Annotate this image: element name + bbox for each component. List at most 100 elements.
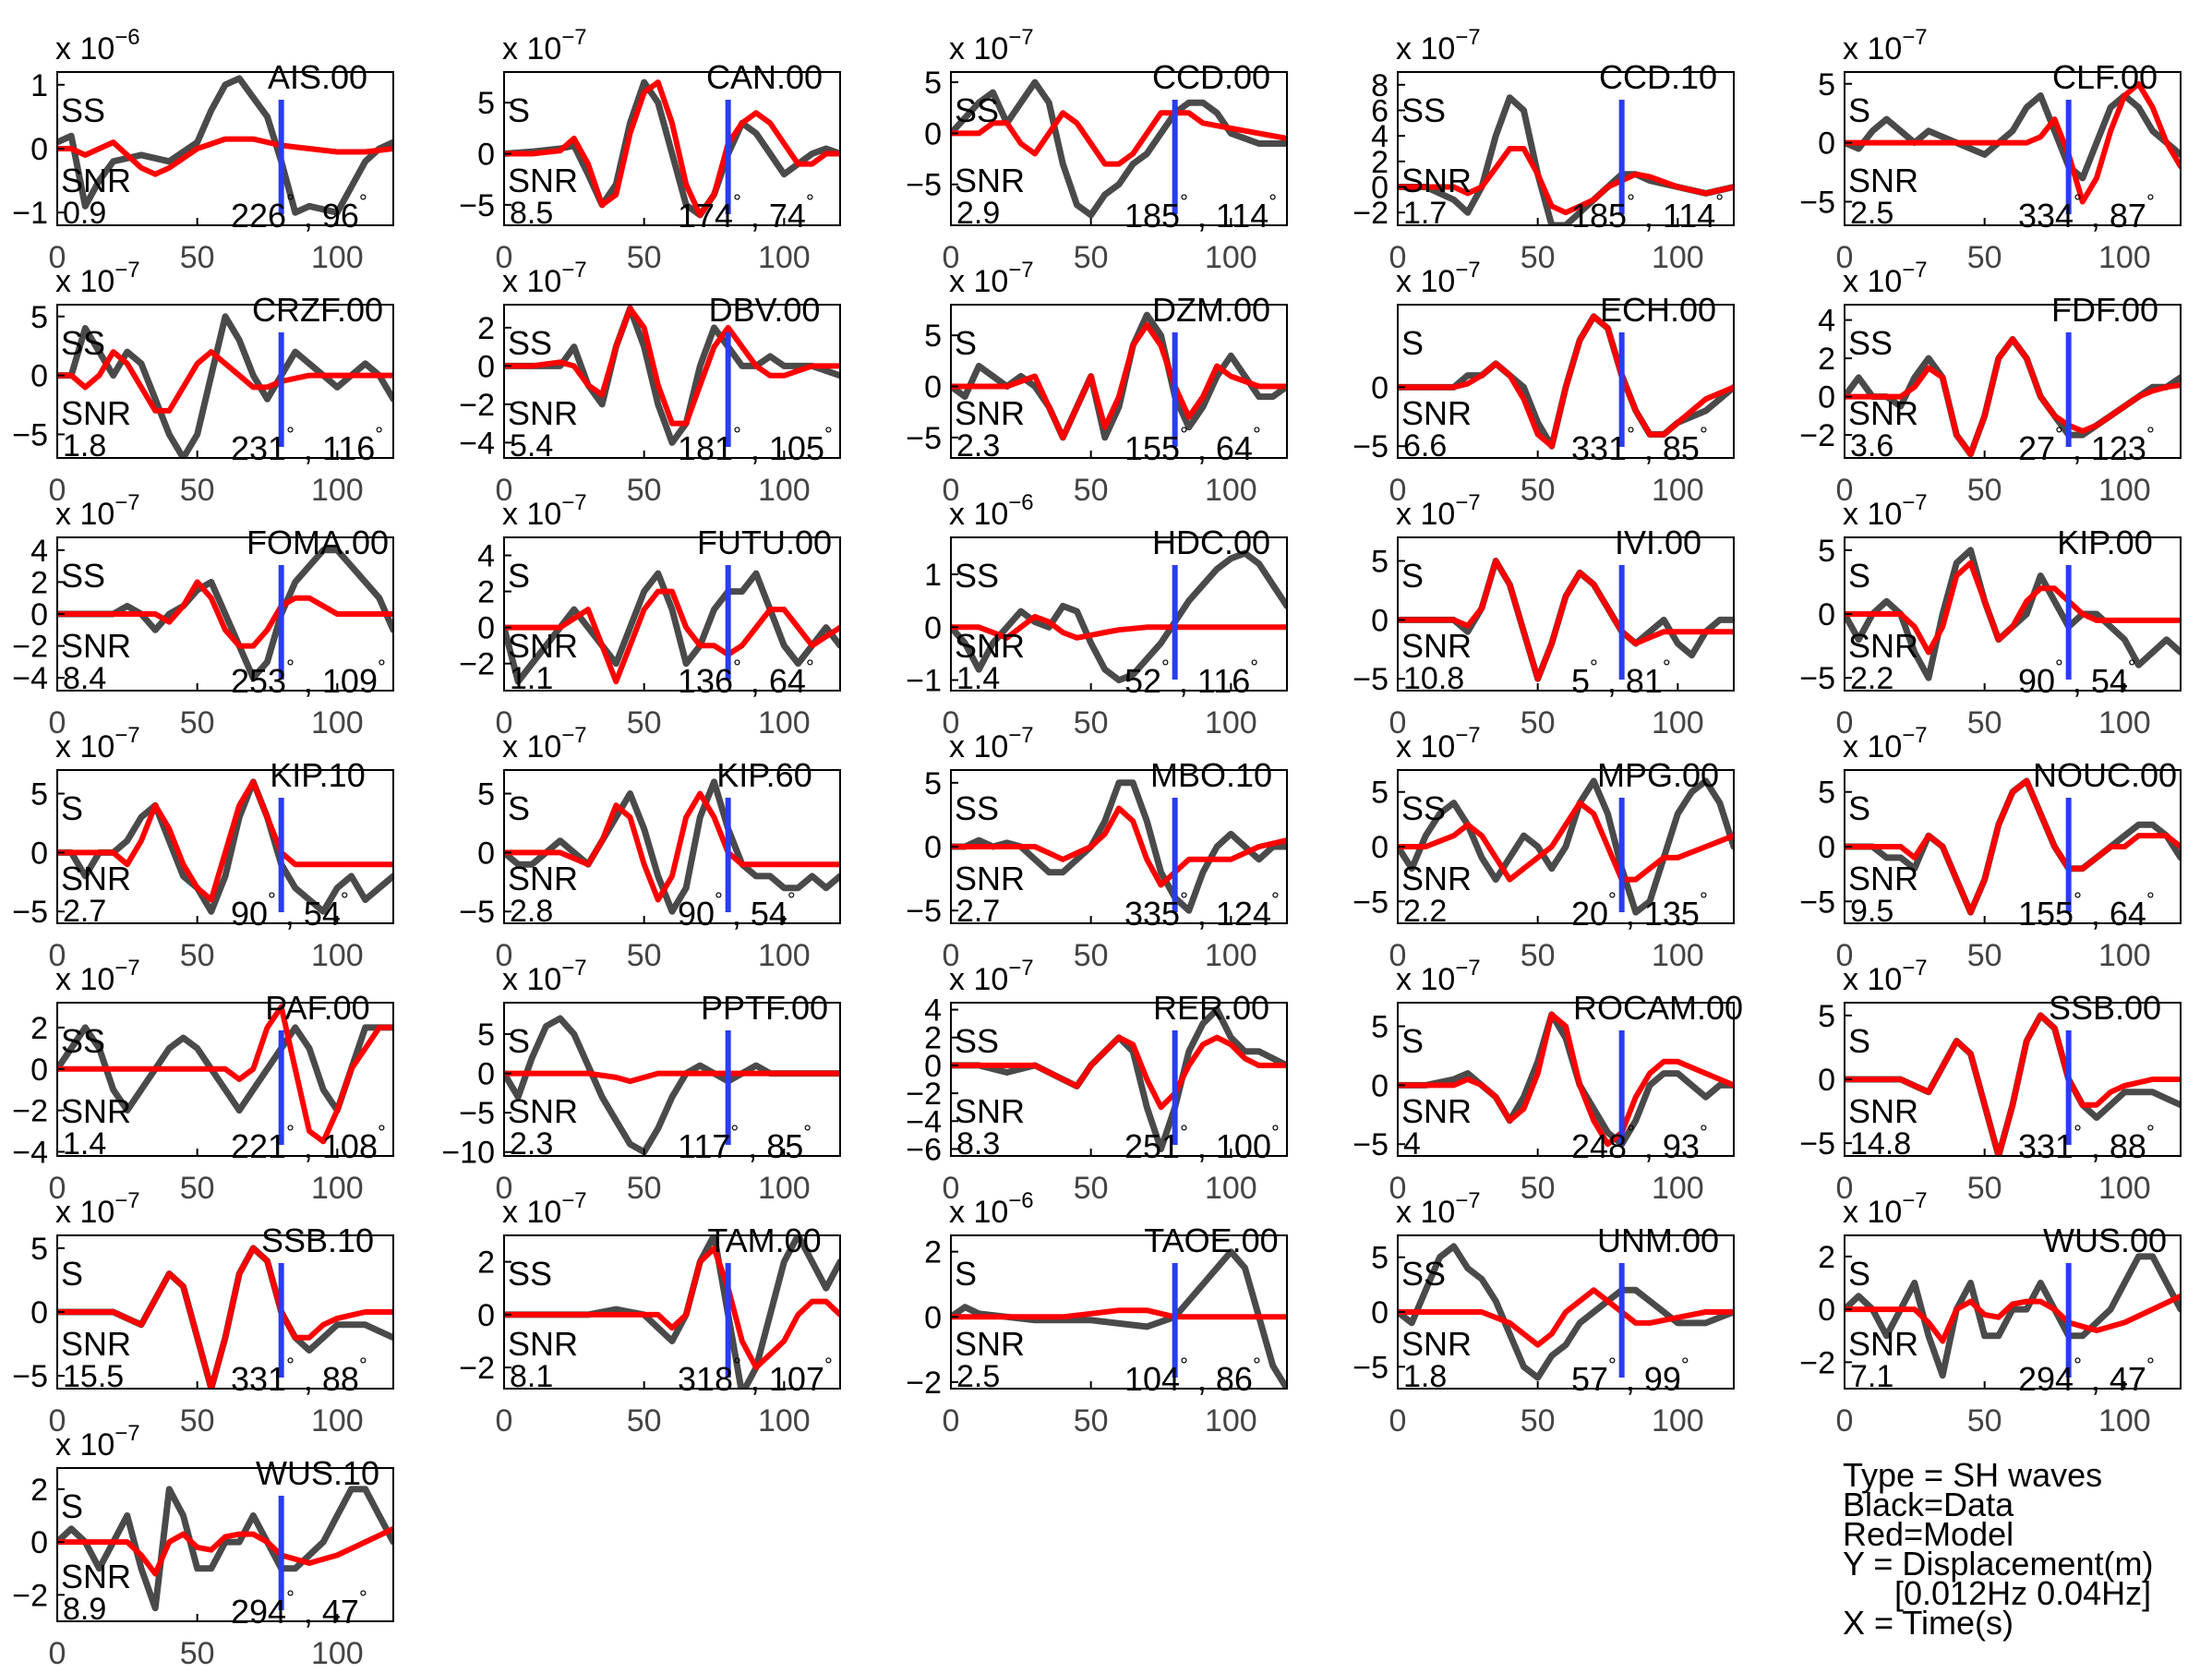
x-tick-label: 0 bbox=[943, 1403, 960, 1438]
station-label: FOMA.00 bbox=[246, 524, 389, 561]
x-tick-label: 100 bbox=[1205, 1403, 1257, 1438]
model-trace bbox=[1398, 313, 1734, 450]
y-tick-label: 0 bbox=[1818, 1293, 1835, 1328]
data-trace bbox=[504, 778, 840, 915]
phase-label: S bbox=[955, 324, 977, 362]
station-label: RER.00 bbox=[1153, 989, 1269, 1027]
axes-box bbox=[503, 304, 841, 459]
y-tick-label: 0 bbox=[924, 830, 942, 865]
x-tick-label: 100 bbox=[1205, 705, 1257, 740]
x-tick-label: 50 bbox=[180, 240, 215, 275]
exponent-label: x 10−7 bbox=[1843, 258, 1928, 299]
x-tick-label: 0 bbox=[1836, 1403, 1854, 1438]
snr-label: SNR bbox=[61, 860, 131, 897]
station-label: MBO.10 bbox=[1150, 756, 1272, 794]
snr-label: SNR bbox=[508, 162, 578, 199]
azimuth-distance-label: 331° , 85° bbox=[1571, 423, 1708, 467]
x-tick-label: 50 bbox=[1967, 1403, 2002, 1438]
y-tick-label: 4 bbox=[477, 539, 495, 574]
station-label: KIP.00 bbox=[2057, 524, 2152, 561]
y-tick-label: −5 bbox=[12, 1359, 48, 1394]
model-trace bbox=[951, 1307, 1287, 1320]
x-tick-label: 50 bbox=[1521, 240, 1556, 275]
y-tick-label: −5 bbox=[12, 895, 48, 930]
snr-value: 1.8 bbox=[63, 428, 106, 463]
axes-box bbox=[503, 769, 841, 924]
model-trace bbox=[951, 322, 1287, 440]
y-tick-label: 4 bbox=[924, 993, 942, 1029]
phase-label: S bbox=[1848, 1022, 1870, 1060]
exponent-label: x 10−7 bbox=[1396, 258, 1481, 299]
station-label: DZM.00 bbox=[1152, 291, 1270, 329]
x-tick-label: 0 bbox=[1389, 473, 1407, 508]
x-tick-label: 0 bbox=[496, 1403, 513, 1438]
y-tick-label: 0 bbox=[924, 370, 942, 405]
model-trace bbox=[57, 136, 393, 177]
y-tick-label: −10 bbox=[441, 1136, 495, 1171]
phase-label: S bbox=[1401, 324, 1424, 362]
station-label: CAN.00 bbox=[706, 58, 823, 96]
x-tick-label: 50 bbox=[1074, 1403, 1109, 1438]
data-trace bbox=[1398, 1243, 1734, 1381]
snr-value: 2.5 bbox=[956, 1359, 1000, 1394]
axes-box bbox=[950, 1002, 1288, 1157]
y-tick-label: 0 bbox=[924, 610, 942, 645]
model-trace bbox=[504, 1246, 840, 1371]
snr-label: SNR bbox=[955, 860, 1025, 897]
snr-label: SNR bbox=[1401, 860, 1472, 897]
x-tick-label: 100 bbox=[758, 1171, 811, 1206]
azimuth-distance-label: 57° , 99° bbox=[1571, 1354, 1689, 1398]
x-tick-label: 100 bbox=[2098, 473, 2151, 508]
snr-value: 6.6 bbox=[1403, 428, 1447, 463]
y-tick-label: 2 bbox=[477, 311, 495, 346]
x-tick-label: 0 bbox=[496, 938, 513, 973]
snr-value: 3.6 bbox=[1850, 428, 1893, 463]
axes-box bbox=[950, 304, 1288, 459]
snr-value: 9.5 bbox=[1850, 894, 1893, 929]
y-tick-label: −5 bbox=[1799, 1126, 1835, 1161]
x-tick-label: 100 bbox=[2098, 1403, 2151, 1438]
data-trace bbox=[1845, 92, 2181, 182]
x-tick-label: 0 bbox=[1836, 1171, 1854, 1206]
exponent-label: x 10−7 bbox=[949, 258, 1034, 299]
x-tick-label: 50 bbox=[180, 1403, 215, 1438]
y-tick-label: −5 bbox=[906, 421, 942, 456]
x-tick-label: 0 bbox=[1389, 938, 1407, 973]
azimuth-distance-label: 185° , 114° bbox=[1571, 190, 1724, 235]
data-trace bbox=[504, 305, 840, 446]
y-tick-label: −5 bbox=[1799, 661, 1835, 696]
x-tick-label: 0 bbox=[943, 938, 960, 973]
snr-value: 2.2 bbox=[1403, 894, 1447, 929]
station-label: SSB.10 bbox=[261, 1222, 374, 1259]
phase-label: SS bbox=[955, 1022, 999, 1060]
x-tick-label: 100 bbox=[1652, 938, 1704, 973]
y-tick-label: 5 bbox=[1818, 999, 1835, 1034]
x-tick-label: 100 bbox=[311, 1636, 364, 1671]
snr-value: 5.4 bbox=[510, 428, 553, 463]
station-label: WUS.10 bbox=[256, 1454, 379, 1492]
snr-value: 1.1 bbox=[510, 661, 553, 696]
snr-value: 10.8 bbox=[1403, 661, 1464, 696]
model-trace bbox=[504, 79, 840, 218]
y-tick-label: 2 bbox=[30, 1011, 48, 1046]
azimuth-distance-label: 136° , 64° bbox=[678, 656, 814, 700]
exponent-label: x 10−7 bbox=[1396, 956, 1481, 997]
snr-value: 8.1 bbox=[510, 1359, 553, 1394]
snr-value: 1.4 bbox=[63, 1126, 106, 1161]
azimuth-distance-label: 52° , 116° bbox=[1124, 656, 1258, 700]
snr-value: 1.7 bbox=[1403, 196, 1447, 231]
snr-label: SNR bbox=[1848, 162, 1918, 199]
x-tick-label: 0 bbox=[943, 1171, 960, 1206]
exponent-label: x 10−7 bbox=[55, 1421, 140, 1462]
y-tick-label: 0 bbox=[1371, 171, 1389, 206]
azimuth-distance-label: 90° , 54° bbox=[678, 888, 796, 933]
y-tick-label: 5 bbox=[1371, 1241, 1389, 1276]
exponent-label: x 10−7 bbox=[1843, 956, 1928, 997]
